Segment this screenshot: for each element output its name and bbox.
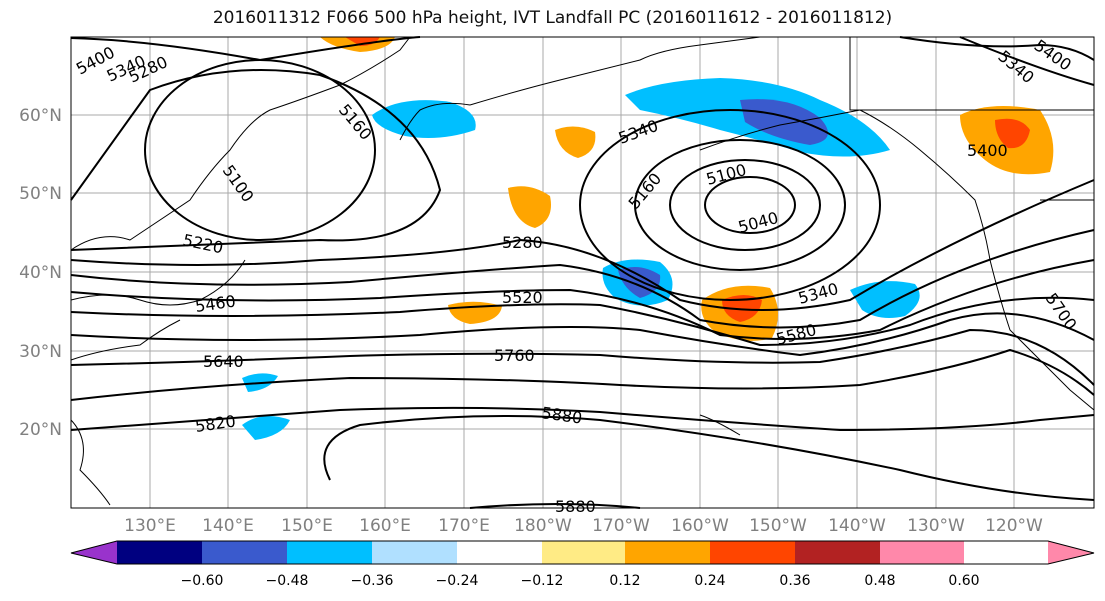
colorbar-swatch xyxy=(542,541,625,564)
lon-label: 140°W xyxy=(828,516,886,536)
colorbar-tick: 0.36 xyxy=(779,573,810,589)
ivt-positive-core xyxy=(345,37,380,46)
colorbar-tick: −0.24 xyxy=(436,573,479,589)
colorbar-extend-high xyxy=(1048,541,1094,564)
height-contours xyxy=(70,36,1095,509)
lat-axis: 60°N 50°N 40°N 30°N 20°N xyxy=(19,106,62,440)
lon-label: 130°E xyxy=(124,516,176,536)
colorbar-extend-low xyxy=(71,541,117,564)
colorbar-tick: 0.12 xyxy=(609,573,640,589)
colorbar-tick: 0.60 xyxy=(948,573,979,589)
colorbar-swatch xyxy=(117,541,202,564)
lon-label: 160°E xyxy=(359,516,411,536)
contour-label: 5640 xyxy=(203,352,244,371)
colorbar-tick: 0.48 xyxy=(864,573,895,589)
colorbar-swatch xyxy=(372,541,457,564)
colorbar-tick: −0.60 xyxy=(181,573,224,589)
colorbar-swatch xyxy=(202,541,287,564)
lat-label: 50°N xyxy=(19,184,62,204)
colorbar-swatch xyxy=(457,541,542,564)
colorbar-swatch xyxy=(880,541,964,564)
colorbar-tick: −0.48 xyxy=(266,573,309,589)
ivt-positive-region xyxy=(555,126,596,158)
colorbar-swatch xyxy=(710,541,795,564)
ivt-positive-region xyxy=(508,186,551,228)
colorbar-swatch xyxy=(795,541,880,564)
lon-axis: 130°E 140°E 150°E 160°E 170°E 180°W 170°… xyxy=(124,516,1043,536)
ivt-filled-regions xyxy=(242,37,1054,440)
lon-label: 150°E xyxy=(281,516,333,536)
colorbar-tick: 0.24 xyxy=(694,573,725,589)
lon-label: 170°W xyxy=(592,516,650,536)
lon-label: 170°E xyxy=(438,516,490,536)
colorbar-swatch xyxy=(964,541,1048,564)
contour-label: 5760 xyxy=(494,346,535,365)
ivt-negative-core xyxy=(740,99,828,145)
lat-label: 30°N xyxy=(19,342,62,362)
lat-label: 20°N xyxy=(19,420,62,440)
map-title: 2016011312 F066 500 hPa height, IVT Land… xyxy=(212,8,893,28)
colorbar-swatch xyxy=(625,541,710,564)
contour-label: 5400 xyxy=(967,141,1008,160)
contour-label: 5280 xyxy=(502,233,543,252)
lat-label: 40°N xyxy=(19,263,62,283)
lon-label: 130°W xyxy=(907,516,965,536)
lon-label: 120°W xyxy=(985,516,1043,536)
contour-label: 5880 xyxy=(555,497,596,516)
ivt-negative-region xyxy=(372,100,476,138)
colorbar-swatch xyxy=(287,541,372,564)
contour-label: 5520 xyxy=(502,288,543,307)
ivt-negative-region xyxy=(242,416,290,440)
colorbar: −0.60 −0.48 −0.36 −0.24 −0.12 0.12 0.24 … xyxy=(70,540,1095,589)
lon-label: 150°W xyxy=(749,516,807,536)
lat-label: 60°N xyxy=(19,106,62,126)
colorbar-tick: −0.36 xyxy=(351,573,394,589)
colorbar-outline xyxy=(70,540,1095,565)
colorbar-tick: −0.12 xyxy=(521,573,564,589)
lon-label: 140°E xyxy=(202,516,254,536)
lon-label: 180°W xyxy=(514,516,572,536)
ivt-positive-core xyxy=(995,118,1030,149)
map-frame xyxy=(70,36,1095,509)
lon-label: 160°W xyxy=(671,516,729,536)
